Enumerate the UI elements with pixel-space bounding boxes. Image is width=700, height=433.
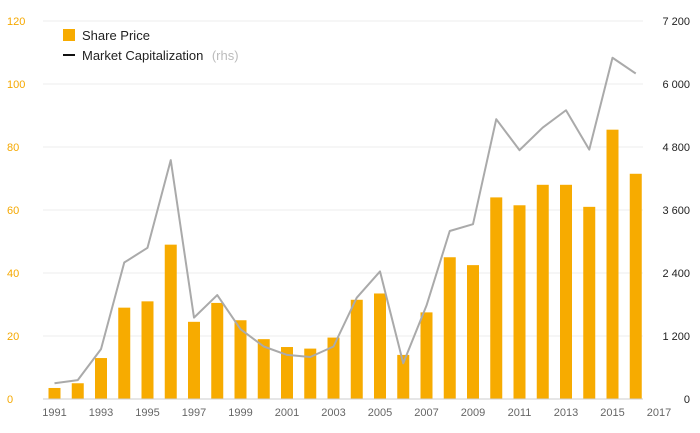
right-axis-ticks: 0 1 200 2 400 3 600 4 800 6 000 7 200 [662,16,690,406]
x-axis-tick-label: 2013 [554,407,578,419]
share-price-bar [490,197,503,399]
share-price-bar [118,307,131,399]
share-price-bar [48,387,61,399]
left-axis-tick-label: 20 [7,331,19,343]
left-axis-tick-label: 120 [7,16,25,28]
x-axis-tick-label: 2005 [368,407,392,419]
left-axis-tick-label: 100 [7,79,25,91]
x-axis-tick-label: 2007 [414,407,438,419]
right-axis-tick-label: 2 400 [662,268,690,280]
left-axis-tick-label: 0 [7,394,13,406]
share-price-bar [606,129,619,400]
share-price-bar [350,299,363,399]
x-axis-tick-label: 2003 [321,407,345,419]
legend-market-cap-text: Market Capitalization (rhs) [82,47,239,64]
share-price-bar [141,301,154,399]
share-price-bar [71,383,84,399]
share-price-bar [304,348,317,399]
market-cap-line-group [54,56,637,385]
share-price-bar [281,347,293,399]
share-price-bar [374,293,386,399]
legend: Share Price Market Capitalization (rhs) [63,28,239,64]
share-price-bar [95,358,107,399]
right-axis-tick-label: 4 800 [662,142,690,154]
left-axis-tick-label: 80 [7,142,19,154]
x-axis-tick-label: 1993 [89,407,113,419]
share-price-bar [583,206,596,399]
x-axis-tick-label: 2011 [508,407,532,419]
left-axis-tick-label: 60 [7,205,19,217]
share-price-bar [513,205,526,399]
x-axis-tick-label: 1995 [135,407,159,419]
legend-share-price-label: Share Price [82,28,150,43]
x-axis-tick-label: 2001 [275,407,299,419]
share-price-bar [211,302,224,399]
legend-market-cap-unit: (rhs) [212,48,239,63]
right-axis-tick-label: 7 200 [662,16,690,28]
right-axis-tick-label: 0 [684,394,690,406]
x-axis-tick-label: 2017 [647,407,671,419]
right-axis-tick-label: 6 000 [662,79,690,91]
share-price-bar [257,339,270,399]
x-axis-tick-label: 1997 [182,407,206,419]
share-price-bar [188,321,200,399]
right-axis-tick-label: 1 200 [662,331,690,343]
x-axis-tick-label: 2015 [600,407,624,419]
share-price-bar [536,184,549,399]
legend-market-cap-label: Market Capitalization [82,48,203,63]
share-price-bar [629,173,642,399]
share-price-bar [560,184,572,399]
x-axis-tick-label: 1991 [42,407,66,419]
share-price-bar [420,312,433,399]
legend-share-price-swatch [63,29,75,41]
x-axis-tick-label: 2009 [461,407,485,419]
share-price-bars [48,129,642,400]
right-axis-tick-label: 3 600 [662,205,690,217]
x-axis-ticks: 1991 1993 1995 1997 1999 2001 2003 2005 2007 2009… [42,407,671,419]
share-price-bar [443,257,456,399]
share-price-bar [327,337,340,399]
share-price-bar [234,320,247,399]
grid-lines [43,20,643,337]
share-price-bar [397,354,410,399]
share-price-bar [164,244,177,399]
left-axis-ticks: 0 20 40 60 80 100 120 [7,16,25,406]
market-cap-line [54,56,637,385]
x-axis-tick-label: 1999 [228,407,252,419]
left-axis-tick-label: 40 [7,268,19,280]
share-price-bar [467,265,479,399]
